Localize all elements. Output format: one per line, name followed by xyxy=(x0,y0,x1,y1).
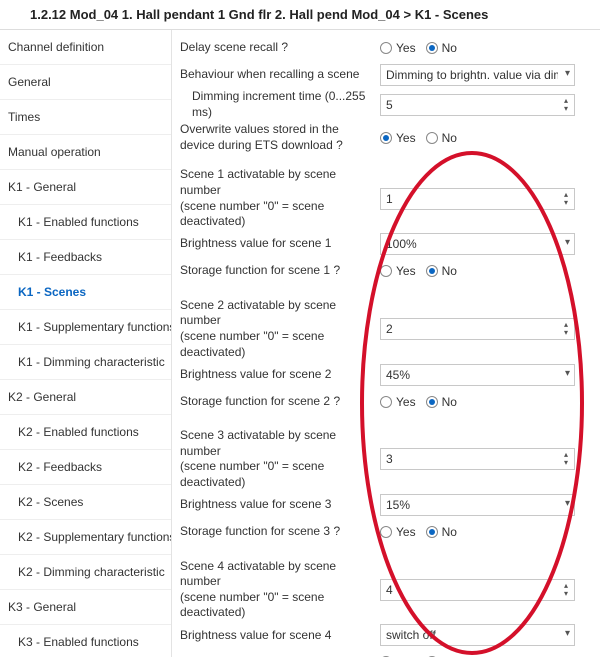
spinner-icon[interactable]: ▴▾ xyxy=(560,189,572,209)
scene-number-input[interactable]: 3 ▴▾ xyxy=(380,448,575,470)
param-label: Storage function for scene 1 ? xyxy=(180,263,380,279)
radio-no[interactable]: No xyxy=(426,131,457,145)
overwrite-radio[interactable]: Yes No xyxy=(380,131,596,145)
breadcrumb: 1.2.12 Mod_04 1. Hall pendant 1 Gnd flr … xyxy=(0,0,600,30)
dim-time-input[interactable]: 5 ▴▾ xyxy=(380,94,575,116)
sidebar-item[interactable]: K1 - Supplementary functions xyxy=(0,310,171,345)
sidebar-item[interactable]: K2 - Enabled functions xyxy=(0,415,171,450)
brightness-select[interactable]: 15% xyxy=(380,494,575,516)
delay-recall-radio[interactable]: Yes No xyxy=(380,41,596,55)
brightness-select[interactable]: 45% xyxy=(380,364,575,386)
sidebar-item[interactable]: K1 - Dimming characteristic xyxy=(0,345,171,380)
param-label: Brightness value for scene 1 xyxy=(180,236,380,252)
sidebar-item[interactable]: K2 - General xyxy=(0,380,171,415)
param-label: Scene 4 activatable by scene number(scen… xyxy=(180,559,380,621)
radio-yes[interactable]: Yes xyxy=(380,525,416,539)
param-label: Delay scene recall ? xyxy=(180,40,380,56)
param-label: Behaviour when recalling a scene xyxy=(180,67,380,83)
radio-yes[interactable]: Yes xyxy=(380,131,416,145)
param-label: Brightness value for scene 3 xyxy=(180,497,380,513)
param-label: Dimming increment time (0...255 ms) xyxy=(180,89,380,120)
radio-no[interactable]: No xyxy=(426,395,457,409)
scene-number-input[interactable]: 2 ▴▾ xyxy=(380,318,575,340)
param-label: Brightness value for scene 2 xyxy=(180,367,380,383)
sidebar-item[interactable]: Times xyxy=(0,100,171,135)
radio-no[interactable]: No xyxy=(426,525,457,539)
sidebar-item[interactable]: Channel definition xyxy=(0,30,171,65)
radio-yes[interactable]: Yes xyxy=(380,41,416,55)
parameter-panel: Delay scene recall ? Yes No Behaviour wh… xyxy=(172,30,600,657)
scene-number-input[interactable]: 1 ▴▾ xyxy=(380,188,575,210)
sidebar-item[interactable]: K2 - Scenes xyxy=(0,485,171,520)
breadcrumb-current: K1 - Scenes xyxy=(415,7,489,22)
sidebar-item[interactable]: General xyxy=(0,65,171,100)
param-label: Overwrite values stored in the device du… xyxy=(180,122,380,153)
brightness-select[interactable]: 100% xyxy=(380,233,575,255)
sidebar-item[interactable]: K1 - Scenes xyxy=(0,275,171,310)
radio-no[interactable]: No xyxy=(426,41,457,55)
sidebar-item[interactable]: K2 - Dimming characteristic xyxy=(0,555,171,590)
sidebar-item[interactable]: K2 - Feedbacks xyxy=(0,450,171,485)
sidebar-item[interactable]: K2 - Supplementary functions xyxy=(0,520,171,555)
sidebar-item[interactable]: Manual operation xyxy=(0,135,171,170)
spinner-icon[interactable]: ▴▾ xyxy=(560,319,572,339)
param-label: Brightness value for scene 4 xyxy=(180,628,380,644)
param-label: Storage function for scene 3 ? xyxy=(180,524,380,540)
sidebar-item[interactable]: K3 - Enabled functions xyxy=(0,625,171,657)
param-label: Scene 2 activatable by scene number(scen… xyxy=(180,298,380,360)
sidebar-item[interactable]: K1 - General xyxy=(0,170,171,205)
sidebar-item[interactable]: K1 - Feedbacks xyxy=(0,240,171,275)
param-label: Storage function for scene 2 ? xyxy=(180,394,380,410)
spinner-icon[interactable]: ▴▾ xyxy=(560,580,572,600)
storage-radio[interactable]: Yes No xyxy=(380,264,596,278)
radio-yes[interactable]: Yes xyxy=(380,395,416,409)
scene-number-input[interactable]: 4 ▴▾ xyxy=(380,579,575,601)
spinner-icon[interactable]: ▴▾ xyxy=(560,95,572,115)
sidebar-item[interactable]: K1 - Enabled functions xyxy=(0,205,171,240)
breadcrumb-prefix: 1.2.12 Mod_04 1. Hall pendant 1 Gnd flr … xyxy=(30,7,415,22)
brightness-select[interactable]: switch off xyxy=(380,624,575,646)
sidebar: Channel definitionGeneralTimesManual ope… xyxy=(0,30,172,657)
storage-radio[interactable]: Yes No xyxy=(380,525,596,539)
radio-yes[interactable]: Yes xyxy=(380,264,416,278)
behaviour-select[interactable]: Dimming to brightn. value via dimming in… xyxy=(380,64,575,86)
storage-radio[interactable]: Yes No xyxy=(380,395,596,409)
param-label: Scene 1 activatable by scene number(scen… xyxy=(180,167,380,229)
sidebar-item[interactable]: K3 - General xyxy=(0,590,171,625)
radio-no[interactable]: No xyxy=(426,264,457,278)
spinner-icon[interactable]: ▴▾ xyxy=(560,449,572,469)
param-label: Scene 3 activatable by scene number(scen… xyxy=(180,428,380,490)
